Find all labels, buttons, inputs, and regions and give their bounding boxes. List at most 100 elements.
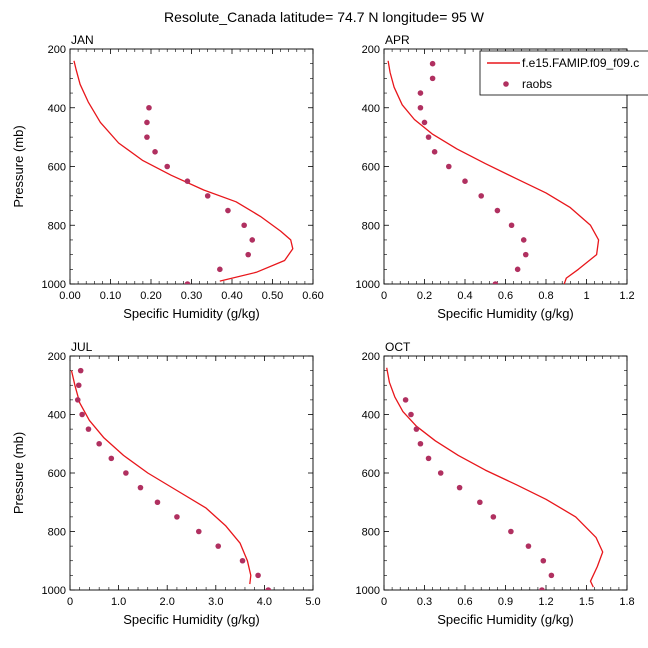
plot-frame bbox=[69, 48, 314, 285]
raobs-point bbox=[152, 149, 158, 155]
raobs-point bbox=[144, 119, 150, 126]
raobs-point bbox=[144, 134, 150, 140]
raobs-point bbox=[456, 484, 463, 491]
raobs-point bbox=[184, 281, 191, 284]
panel-title: APR bbox=[385, 33, 410, 47]
x-tick-label: 0.4 bbox=[457, 290, 472, 302]
y-tick-label: 400 bbox=[362, 410, 380, 422]
x-axis-label: Specific Humidity (g/kg) bbox=[123, 612, 260, 627]
raobs-point bbox=[402, 397, 409, 403]
model-profile-line bbox=[70, 370, 252, 585]
raobs-point bbox=[548, 572, 555, 579]
raobs-point bbox=[431, 149, 438, 155]
raobs-point bbox=[429, 60, 436, 67]
y-tick-label: 400 bbox=[362, 103, 380, 115]
y-tick-label: 1000 bbox=[42, 279, 66, 291]
raobs-point bbox=[408, 411, 414, 418]
y-axis-label: Pressure (mb) bbox=[11, 125, 26, 207]
y-tick-label: 1000 bbox=[42, 585, 66, 597]
raobs-point bbox=[217, 266, 223, 273]
raobs-point bbox=[425, 455, 432, 462]
x-tick-label: 0.8 bbox=[538, 290, 553, 302]
raobs-point bbox=[429, 75, 436, 82]
raobs-point bbox=[508, 528, 514, 535]
raobs-point bbox=[413, 426, 420, 432]
raobs-point bbox=[154, 499, 161, 506]
x-tick-label: 0.9 bbox=[498, 596, 513, 608]
y-axis-label: Pressure (mb) bbox=[11, 432, 26, 514]
raobs-point bbox=[462, 178, 468, 184]
x-tick-label: 0 bbox=[67, 596, 73, 608]
x-tick-label: 0.40 bbox=[221, 290, 242, 302]
panel-title: OCT bbox=[385, 340, 411, 354]
raobs-point bbox=[245, 251, 251, 258]
x-tick-label: 0.00 bbox=[59, 290, 80, 302]
raobs-point bbox=[508, 222, 515, 229]
model-profile-line bbox=[386, 367, 604, 588]
x-axis-label: Specific Humidity (g/kg) bbox=[437, 306, 574, 321]
raobs-point bbox=[137, 484, 144, 491]
raobs-point bbox=[123, 470, 129, 476]
y-tick-label: 600 bbox=[48, 468, 66, 480]
raobs-point bbox=[514, 266, 521, 273]
plot-data bbox=[386, 367, 604, 590]
y-tick-label: 1000 bbox=[356, 279, 380, 291]
x-tick-label: 4.0 bbox=[257, 596, 272, 608]
y-tick-label: 400 bbox=[48, 103, 66, 115]
x-tick-label: 1.2 bbox=[538, 596, 553, 608]
x-tick-label: 3.0 bbox=[208, 596, 223, 608]
plot-data bbox=[387, 60, 600, 284]
raobs-point bbox=[494, 207, 501, 214]
raobs-point bbox=[79, 411, 85, 418]
x-tick-label: 1.5 bbox=[579, 596, 594, 608]
raobs-point bbox=[204, 193, 211, 199]
raobs-point bbox=[96, 440, 102, 447]
raobs-point bbox=[425, 134, 432, 140]
y-tick-label: 800 bbox=[362, 220, 380, 232]
x-tick-label: 0.6 bbox=[457, 596, 472, 608]
x-tick-label: 5.0 bbox=[305, 596, 320, 608]
panel-apr: APR 0 0.2 0.4 0.6 0.8 1 1.2 200 400 600 800 1000 Spec… bbox=[356, 33, 635, 321]
panel-title: JAN bbox=[71, 33, 94, 47]
x-tick-label: 1 bbox=[583, 290, 589, 302]
x-tick-label: 0.30 bbox=[181, 290, 202, 302]
x-tick-label: 2.0 bbox=[160, 596, 175, 608]
raobs-point bbox=[241, 222, 247, 229]
model-profile-line bbox=[73, 60, 294, 282]
x-tick-label: 0.2 bbox=[417, 290, 432, 302]
x-tick-label: 0.50 bbox=[262, 290, 283, 302]
raobs-point bbox=[146, 104, 152, 111]
y-tick-label: 600 bbox=[48, 162, 66, 174]
y-tick-label: 600 bbox=[362, 162, 380, 174]
x-tick-label: 1.0 bbox=[111, 596, 126, 608]
x-tick-label: 1.2 bbox=[619, 290, 634, 302]
raobs-point bbox=[522, 251, 529, 258]
x-axis-label: Specific Humidity (g/kg) bbox=[437, 612, 574, 627]
raobs-point bbox=[490, 514, 497, 520]
plot-data bbox=[73, 60, 294, 284]
raobs-point bbox=[249, 237, 256, 243]
raobs-point bbox=[539, 587, 545, 590]
panel-jan: JAN 0.00 0.10 0.20 0.30 0.40 0.50 0.60 200 400 600… bbox=[11, 33, 324, 321]
legend-obs-label: raobs bbox=[522, 77, 552, 91]
legend-obs-marker bbox=[503, 81, 509, 87]
model-profile-line bbox=[387, 60, 600, 284]
raobs-point bbox=[421, 119, 428, 126]
raobs-point bbox=[478, 193, 485, 199]
raobs-point bbox=[184, 178, 191, 184]
raobs-point bbox=[265, 587, 272, 590]
legend-frame bbox=[479, 50, 648, 96]
x-tick-label: 0.10 bbox=[100, 290, 121, 302]
x-tick-label: 1.8 bbox=[619, 596, 634, 608]
y-tick-label: 200 bbox=[362, 44, 380, 56]
y-tick-label: 600 bbox=[362, 468, 380, 480]
y-tick-label: 200 bbox=[48, 351, 66, 363]
raobs-point bbox=[437, 470, 444, 476]
legend: f.e15.FAMIP.f09_f09.c raobs bbox=[479, 50, 648, 96]
raobs-point bbox=[174, 514, 180, 520]
plot-frame bbox=[383, 355, 628, 591]
raobs-point bbox=[477, 499, 483, 506]
y-tick-label: 800 bbox=[362, 527, 380, 539]
raobs-point bbox=[525, 543, 532, 549]
